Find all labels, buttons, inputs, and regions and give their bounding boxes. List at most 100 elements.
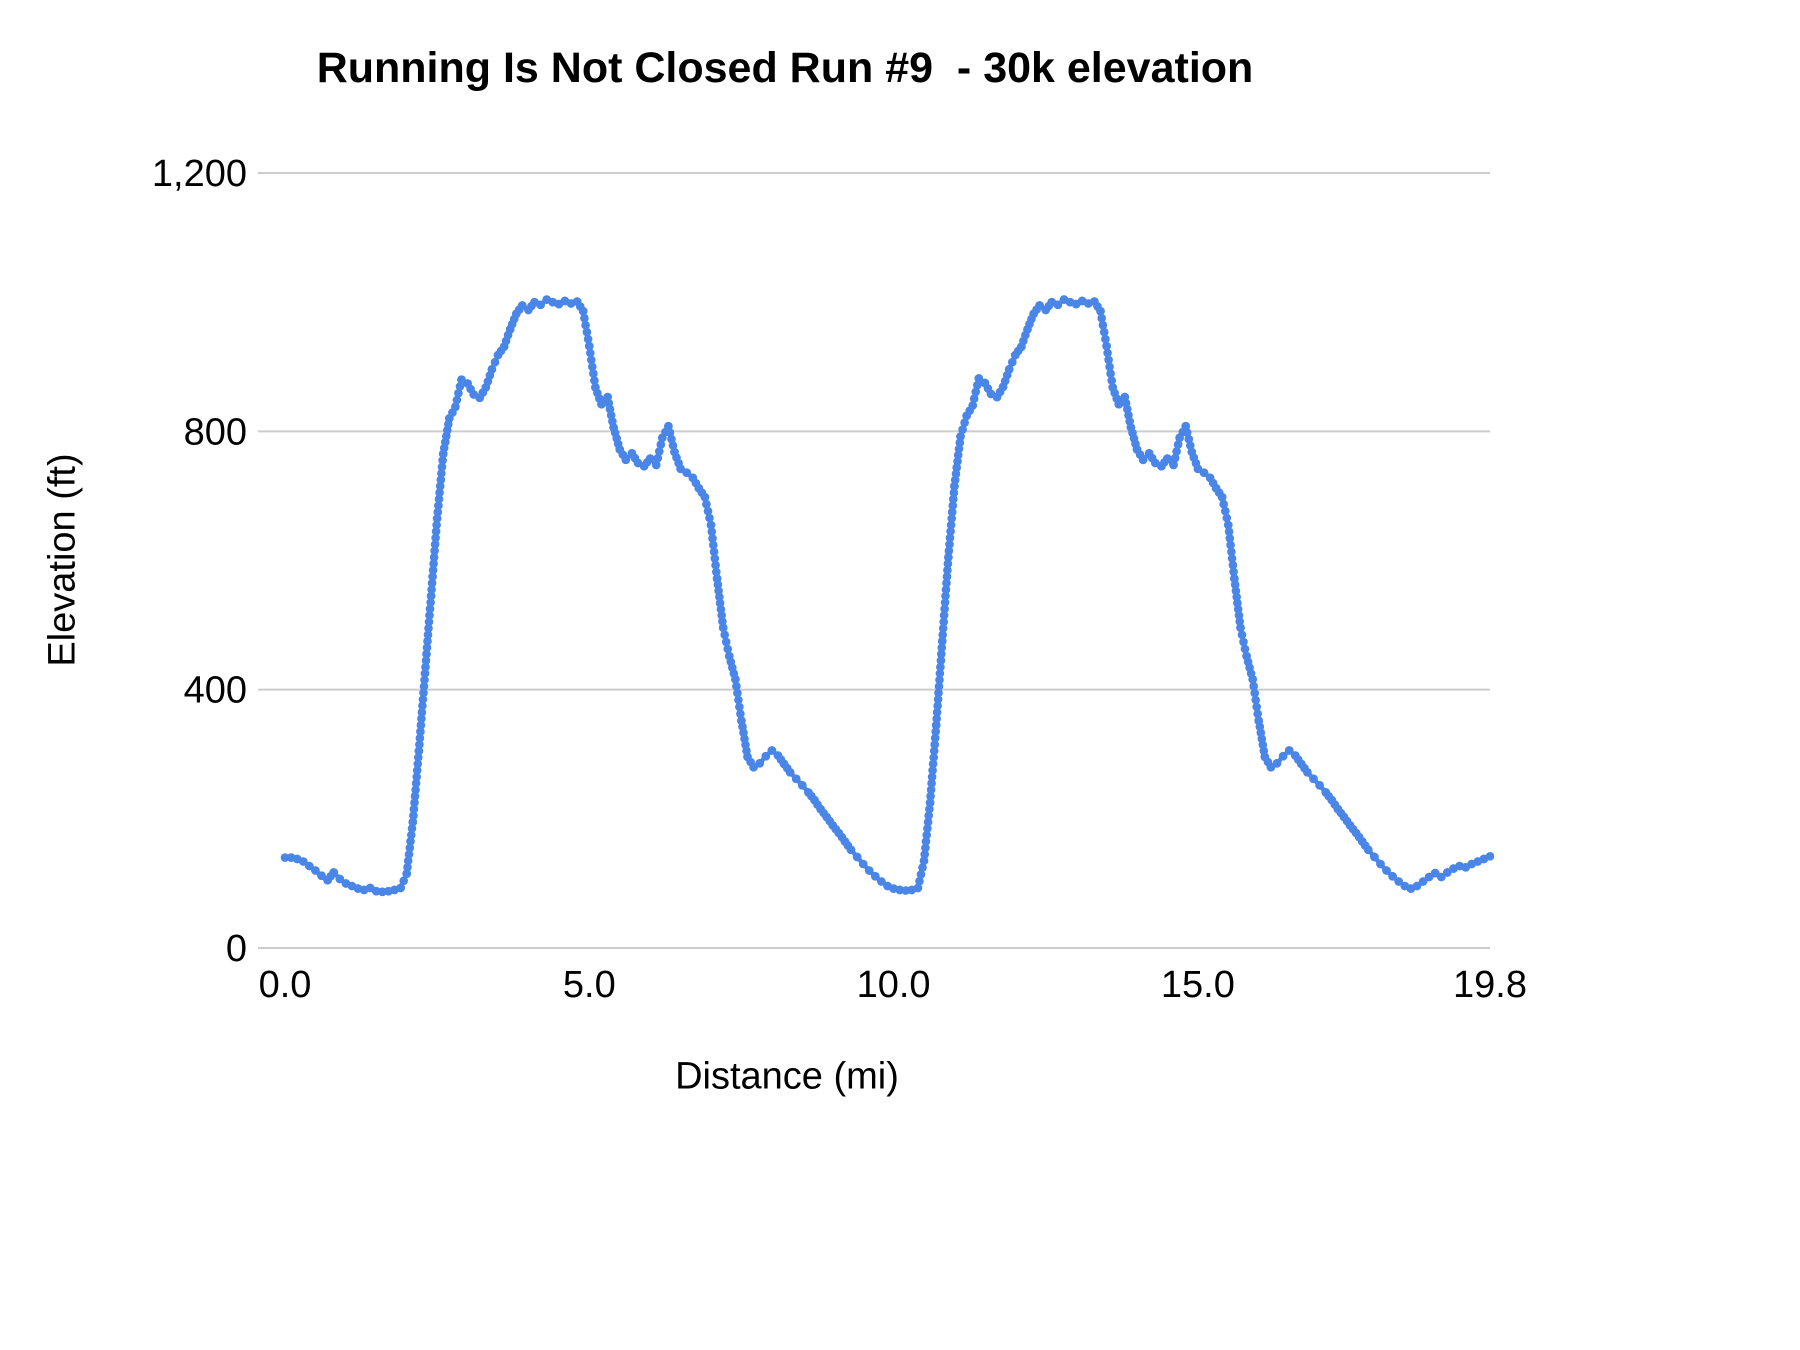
data-point-marker	[1219, 499, 1228, 509]
data-point-marker	[414, 746, 424, 756]
data-point-marker	[412, 766, 422, 775]
data-point-marker	[942, 572, 952, 581]
data-point-marker	[417, 708, 427, 717]
data-point-marker	[417, 714, 426, 723]
data-point-marker	[1382, 866, 1391, 875]
data-point-marker	[1424, 872, 1434, 882]
data-point-marker	[935, 675, 944, 685]
data-point-marker	[423, 636, 432, 646]
data-point-marker	[920, 850, 929, 859]
data-point-marker	[846, 845, 856, 855]
data-point-marker	[589, 369, 598, 378]
x-tick-label: 0.0	[259, 964, 312, 1006]
data-point-marker	[943, 559, 953, 568]
data-point-marker	[427, 578, 437, 588]
data-point-marker	[311, 866, 320, 875]
data-point-marker	[1370, 852, 1379, 862]
data-point-marker	[434, 494, 444, 504]
data-point-marker	[1272, 759, 1282, 768]
data-point-marker	[419, 682, 429, 691]
data-point-marker	[785, 768, 795, 777]
data-point-marker	[913, 883, 923, 893]
data-point-marker	[1102, 341, 1111, 351]
data-point-marker	[1114, 399, 1124, 409]
data-point-marker	[1104, 355, 1113, 365]
data-point-marker	[921, 837, 931, 846]
data-point-marker	[580, 313, 589, 323]
data-point-marker	[733, 688, 742, 698]
data-point-marker	[433, 507, 443, 517]
data-point-marker	[974, 374, 984, 383]
data-point-marker	[583, 334, 593, 344]
data-point-marker	[1364, 845, 1373, 855]
data-point-marker	[734, 695, 743, 705]
data-point-marker	[409, 811, 418, 820]
data-point-marker	[1250, 688, 1259, 698]
data-point-marker	[411, 779, 421, 788]
data-point-marker	[429, 559, 438, 568]
data-point-marker	[960, 418, 969, 428]
data-point-marker	[665, 428, 675, 437]
data-point-marker	[949, 494, 958, 504]
data-point-marker	[1303, 768, 1312, 777]
data-point-marker	[645, 454, 655, 463]
data-point-marker	[437, 462, 447, 472]
data-point-marker	[1309, 774, 1318, 784]
y-tick-label: 1,200	[152, 153, 247, 195]
data-point-marker	[947, 514, 956, 523]
data-point-marker	[402, 869, 412, 878]
data-point-marker	[708, 534, 717, 543]
data-point-marker	[791, 774, 801, 784]
data-point-marker	[581, 320, 590, 330]
x-tick-label: 15.0	[1161, 964, 1235, 1006]
data-point-marker	[971, 387, 980, 397]
data-point-marker	[945, 533, 955, 543]
data-point-marker	[938, 636, 947, 646]
data-point-marker	[1253, 709, 1262, 719]
data-point-marker	[411, 785, 420, 795]
chart-title: Running Is Not Closed Run #9 - 30k eleva…	[316, 44, 1254, 92]
data-point-marker	[436, 475, 446, 485]
data-point-marker	[940, 598, 950, 607]
data-point-marker	[424, 617, 434, 627]
data-point-marker	[946, 520, 956, 530]
data-point-marker	[422, 643, 432, 652]
data-point-marker	[1097, 313, 1106, 323]
data-point-marker	[732, 681, 741, 691]
data-point-marker	[948, 501, 958, 510]
data-point-marker	[1412, 881, 1422, 891]
data-point-marker	[426, 598, 435, 607]
data-point-marker	[709, 540, 718, 550]
data-point-marker	[490, 357, 500, 367]
data-point-marker	[419, 688, 428, 698]
data-point-marker	[928, 766, 937, 775]
data-point-marker	[410, 791, 420, 801]
data-point-marker	[585, 341, 594, 351]
gridlines	[258, 172, 1490, 949]
data-point-marker	[877, 877, 886, 886]
data-point-marker	[1163, 454, 1172, 463]
data-point-marker	[396, 883, 405, 893]
data-point-marker	[587, 355, 596, 365]
data-point-marker	[586, 348, 595, 358]
data-point-marker	[941, 585, 951, 594]
data-point-marker	[1225, 534, 1235, 543]
data-point-marker	[403, 863, 412, 872]
data-point-marker	[798, 781, 807, 790]
data-point-marker	[955, 438, 965, 448]
data-point-marker	[1315, 781, 1324, 790]
data-point-marker	[655, 447, 664, 456]
data-point-marker	[1170, 453, 1180, 463]
data-point-marker	[968, 401, 977, 410]
data-point-marker	[940, 604, 949, 614]
data-point-marker	[418, 695, 428, 704]
data-point-marker	[951, 469, 961, 479]
data-point-marker	[416, 727, 425, 736]
data-point-marker	[421, 656, 431, 665]
data-point-marker	[425, 611, 434, 620]
data-point-marker	[1096, 306, 1105, 316]
data-point-marker	[852, 852, 862, 862]
data-point-marker	[415, 740, 424, 749]
data-point-marker	[422, 649, 431, 659]
data-point-marker	[668, 441, 678, 450]
